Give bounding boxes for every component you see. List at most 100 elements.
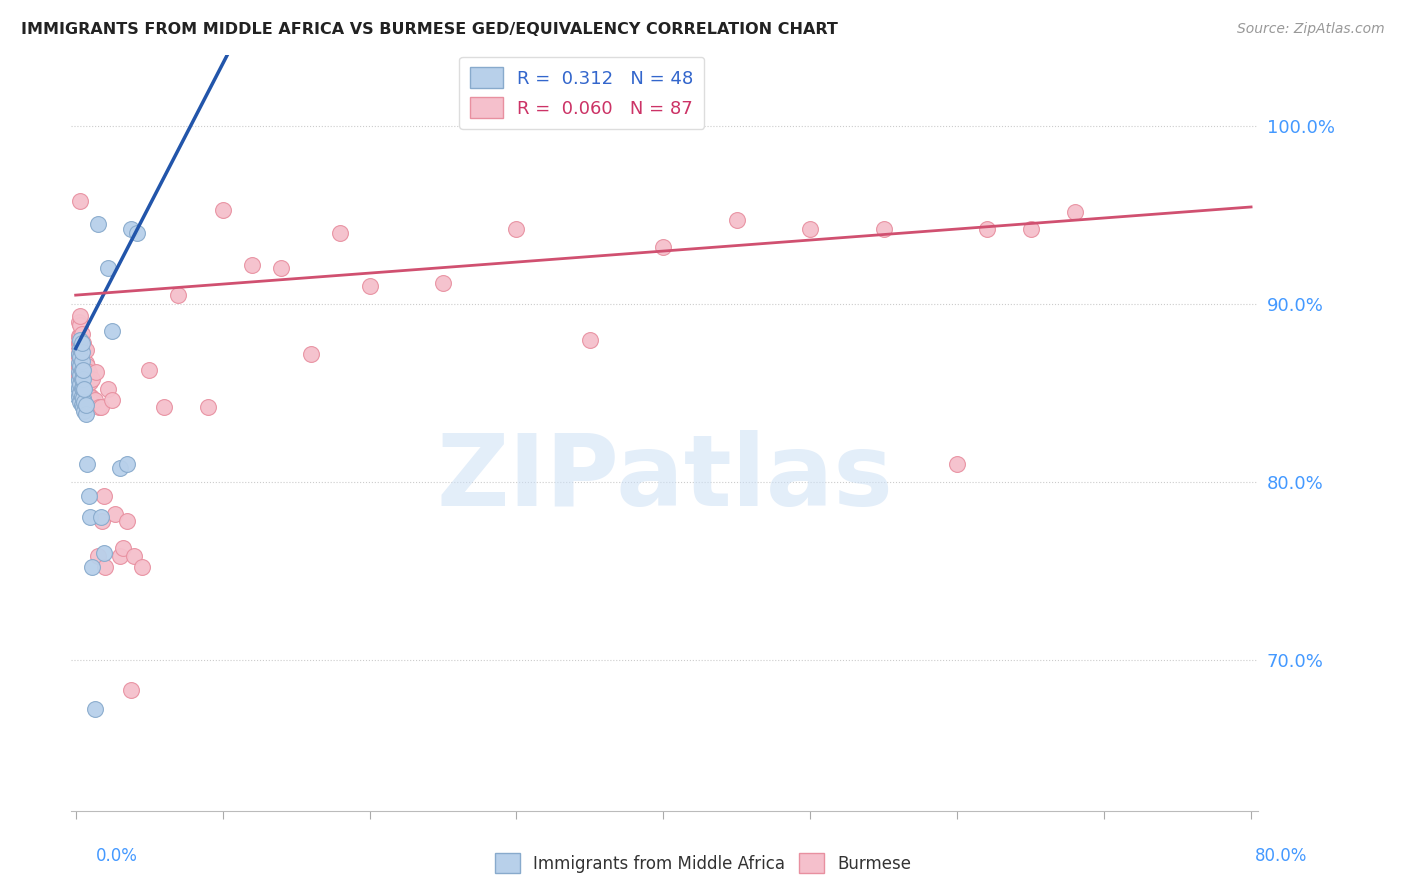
Point [80,560,103,574]
Point [66,365,89,379]
Point [73,342,96,356]
Point [108,460,131,475]
Point [79,376,101,390]
Point [77,389,100,403]
Point [138,363,160,377]
Point [67,381,90,395]
Point [83,392,105,407]
Point [72,400,94,414]
Point [101,392,124,407]
Point [80,372,103,386]
Point [86,549,108,564]
Point [69,329,91,343]
Point [72,363,94,377]
Point [69,310,91,324]
Point [153,400,176,414]
Point [66,356,89,370]
Point [725,213,748,227]
Point [69,359,91,374]
Point [115,457,138,471]
Point [90,510,112,524]
Point [77,489,100,503]
Point [67,368,90,383]
Point [66,377,89,392]
Point [70,354,93,368]
Point [69,394,91,409]
Text: 0.0%: 0.0% [96,847,138,865]
Point [73,377,96,392]
Point [70,345,93,359]
Point [1063,204,1085,219]
Point [73,403,96,417]
Point [69,385,91,400]
Point [104,507,127,521]
Point [66,389,89,403]
Point [72,354,94,368]
Point [69,351,91,365]
Point [66,336,89,351]
Point [70,372,93,386]
Point [69,342,91,356]
Point [75,343,97,358]
Point [67,347,90,361]
Point [72,391,94,405]
Point [97,383,120,397]
Point [76,359,98,374]
Point [90,400,112,414]
Point [76,457,98,471]
Point [70,336,93,351]
Point [72,381,94,395]
Point [131,560,153,574]
Point [77,365,100,379]
Point [69,333,91,347]
Point [76,372,98,386]
Point [270,261,292,276]
Point [69,318,91,333]
Point [84,365,107,379]
Point [115,514,138,528]
Point [91,514,114,528]
Point [799,222,821,236]
Point [67,365,90,379]
Point [70,398,93,412]
Point [127,226,149,240]
Point [69,345,91,359]
Point [70,389,93,403]
Point [67,329,90,343]
Point [79,389,101,403]
Point [70,327,93,342]
Point [167,288,190,302]
Point [67,374,90,388]
Point [67,356,90,370]
Point [111,541,134,555]
Point [121,222,143,236]
Point [82,394,104,409]
Point [77,376,100,390]
Point [70,336,93,351]
Point [70,345,93,359]
Point [101,324,124,338]
Text: IMMIGRANTS FROM MIDDLE AFRICA VS BURMESE GED/EQUIVALENCY CORRELATION CHART: IMMIGRANTS FROM MIDDLE AFRICA VS BURMESE… [21,22,838,37]
Point [69,368,91,383]
Point [72,372,94,386]
Point [75,398,97,412]
Point [73,383,96,397]
Point [70,374,93,388]
Point [75,407,97,421]
Point [73,365,96,379]
Point [873,222,896,236]
Point [108,549,131,564]
Point [69,354,91,368]
Point [89,400,111,414]
Point [69,377,91,392]
Point [94,560,117,574]
Text: Source: ZipAtlas.com: Source: ZipAtlas.com [1237,22,1385,37]
Point [69,374,91,388]
Point [69,363,91,377]
Point [70,354,93,368]
Point [76,385,98,400]
Text: ZIPatlas: ZIPatlas [436,430,893,527]
Point [359,279,381,293]
Point [72,336,94,351]
Point [121,682,143,697]
